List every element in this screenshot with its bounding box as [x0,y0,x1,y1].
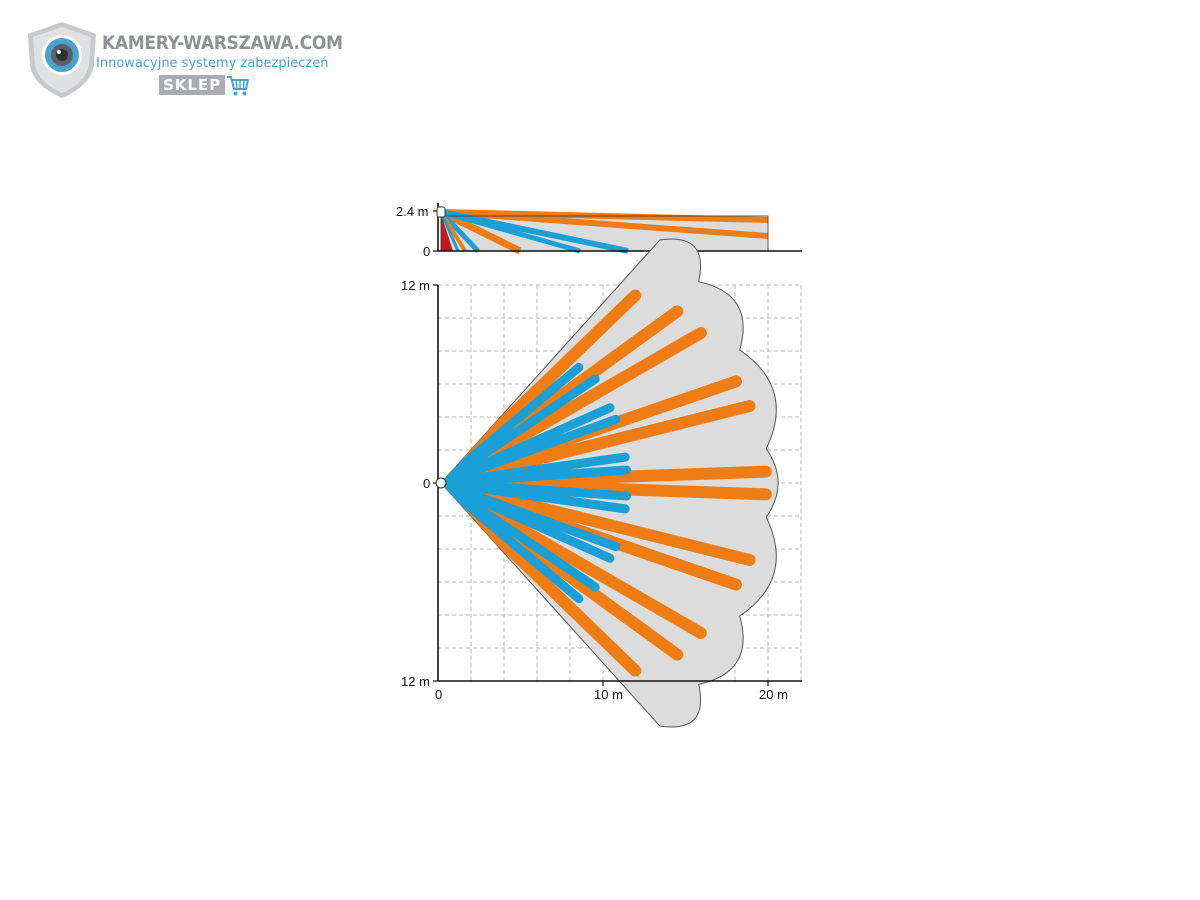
detector-side-icon [436,206,446,218]
camera-shield-icon [28,22,96,98]
side-near-zone [441,214,453,251]
y-label-bottom: 12 m [401,674,430,689]
side-zero-label: 0 [423,244,430,259]
short-range-beam [441,414,621,488]
side-beam [440,209,581,254]
short-range-beam [441,478,584,604]
long-range-beam [441,400,756,489]
detection-beams [441,289,772,677]
brand-logo[interactable]: KAMERY-WARSZAWA.COM Innowacyjne systemy … [20,18,343,102]
side-height-label: 2.4 m [396,204,429,219]
detector-top-icon [435,477,447,489]
x-label-10: 10 m [594,687,623,702]
side-beam [439,211,460,252]
side-view: 2.4 m 0 [396,203,802,259]
shop-badge[interactable]: SKLEP [159,75,226,95]
brand-name: KAMERY-WARSZAWA.COM [102,32,343,54]
short-range-beam [441,478,630,514]
top-view: 12 m 0 12 m 0 10 m 20 m [401,238,802,728]
short-range-beam [441,478,615,563]
side-beam [439,208,522,255]
x-label-0: 0 [435,687,442,702]
y-label-top: 12 m [401,278,430,293]
shopping-cart-icon[interactable] [226,75,250,97]
brand-tagline: Innowacyjne systemy zabezpieczeń [96,56,329,71]
y-label-mid: 0 [423,476,430,491]
x-label-20: 20 m [759,687,788,702]
short-range-beam [441,374,600,488]
